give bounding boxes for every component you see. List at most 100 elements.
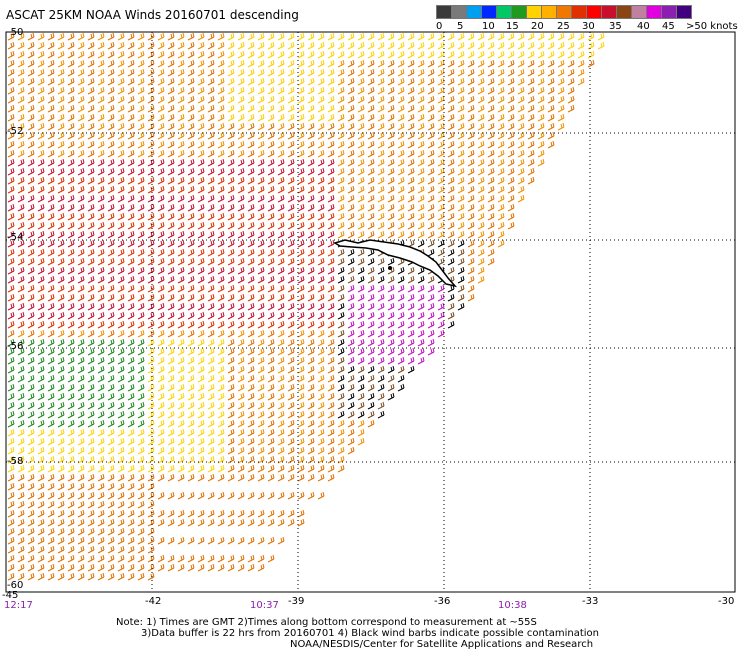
wind-barb [417, 77, 425, 86]
wind-barb [77, 500, 85, 509]
wind-barb [117, 167, 125, 176]
wind-barb [237, 311, 245, 320]
wind-barb [167, 401, 175, 410]
wind-barb [327, 230, 335, 239]
wind-barb [257, 239, 265, 248]
wind-barb [217, 392, 225, 401]
wind-barb [47, 212, 55, 221]
wind-barb [407, 68, 415, 77]
wind-barb [197, 554, 205, 563]
wind-barb [197, 140, 205, 149]
wind-barb [147, 437, 155, 446]
wind-barb [157, 329, 165, 338]
wind-barb [87, 482, 95, 491]
wind-barb [157, 275, 165, 284]
wind-barb [217, 158, 225, 167]
wind-barb [477, 257, 485, 266]
wind-barb [17, 464, 25, 473]
wind-barb [117, 212, 125, 221]
wind-barb [7, 518, 15, 527]
wind-barb [167, 140, 175, 149]
wind-barb [57, 491, 65, 500]
wind-barb [117, 473, 125, 482]
wind-barb [37, 518, 45, 527]
wind-barb [367, 86, 375, 95]
wind-barb [297, 41, 305, 50]
wind-barb [17, 437, 25, 446]
legend-label: 40 [637, 21, 650, 32]
wind-barb [567, 50, 575, 59]
wind-barb [357, 95, 365, 104]
wind-barb [67, 113, 75, 122]
wind-barb [107, 104, 115, 113]
wind-barb [497, 131, 505, 140]
wind-barb [487, 113, 495, 122]
wind-barb [237, 275, 245, 284]
wind-barb [327, 338, 335, 347]
wind-barb [177, 536, 185, 545]
wind-barb [497, 230, 505, 239]
wind-barb [167, 248, 175, 257]
wind-barb [267, 257, 275, 266]
wind-barb [297, 311, 305, 320]
wind-barb [467, 122, 475, 131]
wind-barb [197, 203, 205, 212]
wind-barb [437, 212, 445, 221]
wind-barb [37, 329, 45, 338]
wind-barb [377, 293, 385, 302]
wind-barb [227, 212, 235, 221]
wind-barb [17, 572, 25, 581]
wind-barb [217, 239, 225, 248]
wind-barb [37, 338, 45, 347]
wind-barb [257, 77, 265, 86]
wind-barb [67, 257, 75, 266]
wind-barb [287, 212, 295, 221]
wind-barb [57, 509, 65, 518]
wind-barb [167, 167, 175, 176]
legend-label: 45 [662, 21, 675, 32]
wind-barb [177, 509, 185, 518]
wind-barb [7, 356, 15, 365]
wind-barb [67, 284, 75, 293]
wind-barb [577, 32, 585, 41]
wind-barb [157, 32, 165, 41]
wind-barb [117, 365, 125, 374]
wind-barb [117, 41, 125, 50]
wind-barb [277, 41, 285, 50]
wind-barb [207, 383, 215, 392]
wind-barb [297, 185, 305, 194]
wind-barb [217, 563, 225, 572]
wind-barb [397, 275, 405, 284]
wind-barb [7, 410, 15, 419]
wind-barb [467, 77, 475, 86]
lat-label-60: -60 [7, 580, 24, 591]
wind-barb [117, 527, 125, 536]
wind-barb [107, 518, 115, 527]
wind-barb [307, 473, 315, 482]
wind-barb [337, 392, 345, 401]
wind-barb [487, 239, 495, 248]
wind-barb [117, 302, 125, 311]
wind-barb [327, 347, 335, 356]
wind-barb [117, 230, 125, 239]
wind-barb [147, 536, 155, 545]
wind-barb [377, 374, 385, 383]
wind-barb [87, 122, 95, 131]
wind-barb [347, 77, 355, 86]
wind-barb [407, 302, 415, 311]
wind-barb [127, 311, 135, 320]
wind-barb [207, 158, 215, 167]
wind-barb [457, 167, 465, 176]
wind-barb [97, 185, 105, 194]
wind-barb [67, 140, 75, 149]
wind-barb [47, 464, 55, 473]
wind-barb [307, 419, 315, 428]
wind-barb [197, 221, 205, 230]
wind-barb [77, 356, 85, 365]
wind-barb [57, 158, 65, 167]
wind-barb [17, 50, 25, 59]
wind-barb [57, 257, 65, 266]
wind-barb [7, 482, 15, 491]
wind-barb [467, 266, 475, 275]
wind-barb [27, 131, 35, 140]
